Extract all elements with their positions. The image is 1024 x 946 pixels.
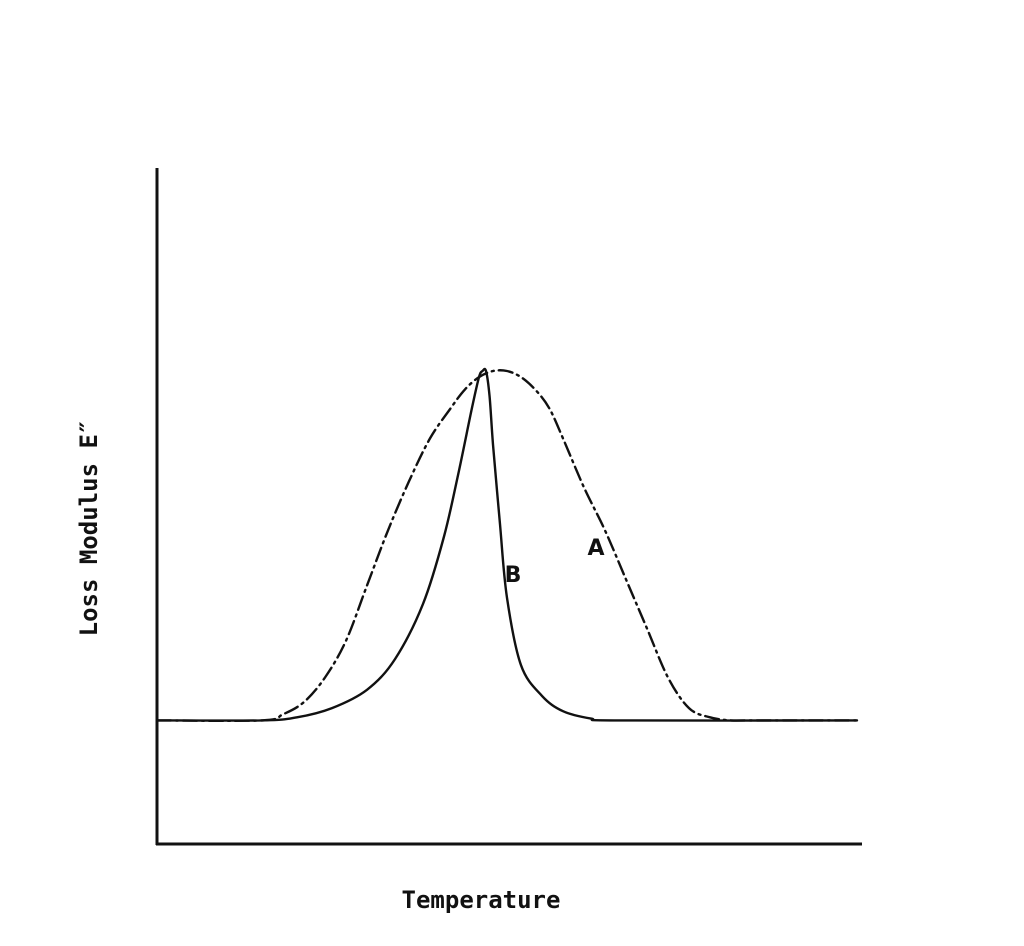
series-layer	[155, 367, 859, 723]
series-b-line	[155, 367, 859, 722]
series-a-line	[155, 369, 859, 723]
series-b-label: B	[505, 563, 522, 588]
series-label-layer: AB	[505, 536, 605, 588]
x-axis-title: Temperature	[402, 886, 561, 914]
series-a-label: A	[587, 536, 604, 561]
y-axis-title: Loss Modulus E″	[75, 420, 103, 637]
